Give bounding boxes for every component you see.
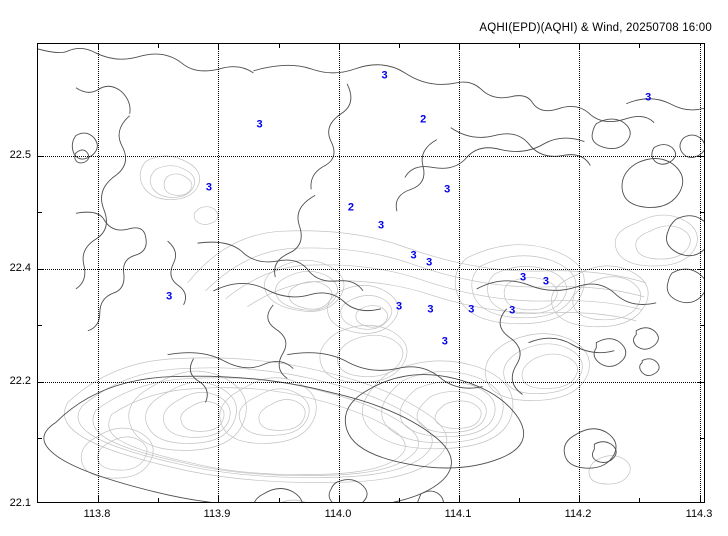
gridline-x-114.2 bbox=[579, 44, 580, 502]
xaxis-label-5: 114.3 bbox=[685, 508, 713, 520]
yaxis-label-2: 22.2 bbox=[9, 375, 31, 387]
station-value: 3 bbox=[396, 300, 403, 313]
xaxis-label-2: 114.0 bbox=[324, 508, 352, 520]
yaxis-label-1: 22.4 bbox=[9, 262, 31, 274]
ytick-minor-22.15 bbox=[38, 438, 42, 440]
coastlines bbox=[38, 48, 704, 502]
ytick-22.5 bbox=[38, 156, 44, 158]
station-value: 3 bbox=[377, 219, 385, 232]
xtick-top-114.2 bbox=[579, 44, 581, 50]
xtick-top-minor-113.95 bbox=[279, 44, 281, 48]
station-value: 3 bbox=[645, 91, 652, 104]
ytick-minor-22.35 bbox=[38, 325, 42, 327]
xtick-top-114.0 bbox=[339, 44, 341, 50]
station-value: 3 bbox=[427, 303, 434, 316]
xtick-113.9 bbox=[218, 496, 220, 502]
xtick-top-minor-113.85 bbox=[158, 44, 160, 48]
xtick-top-114.1 bbox=[459, 44, 461, 50]
xtick-113.8 bbox=[98, 496, 100, 502]
xtick-minor-114.15 bbox=[519, 498, 521, 502]
yaxis-label-3: 22.1 bbox=[9, 497, 31, 509]
ytick-right-22.4 bbox=[698, 269, 704, 271]
gridline-x-113.9 bbox=[218, 44, 219, 502]
xaxis-label-3: 114.1 bbox=[444, 508, 472, 520]
station-value: 3 bbox=[166, 290, 173, 303]
xaxis-label-0: 113.8 bbox=[83, 508, 111, 520]
gridline-y-22.4 bbox=[38, 269, 704, 270]
ytick-right-22.2 bbox=[698, 382, 704, 384]
station-value: 3 bbox=[509, 304, 516, 317]
ytick-22.2 bbox=[38, 382, 44, 384]
ytick-right-minor-22.15 bbox=[700, 438, 704, 440]
gridline-y-22.2 bbox=[38, 382, 704, 383]
gridline-x-114.0 bbox=[339, 44, 340, 502]
xtick-top-minor-114.15 bbox=[519, 44, 521, 48]
xtick-minor-114.25 bbox=[639, 498, 641, 502]
ytick-right-minor-22.45 bbox=[700, 212, 704, 214]
xtick-top-113.9 bbox=[218, 44, 220, 50]
xtick-top-113.8 bbox=[98, 44, 100, 50]
xtick-114.1 bbox=[459, 496, 461, 502]
gridline-x-113.8 bbox=[98, 44, 99, 502]
station-value: 3 bbox=[205, 181, 212, 194]
station-value: 3 bbox=[381, 69, 388, 82]
xtick-minor-114.05 bbox=[399, 498, 401, 502]
station-value: 3 bbox=[468, 303, 475, 316]
station-value: 3 bbox=[441, 335, 448, 348]
xaxis-label-4: 114.2 bbox=[564, 508, 592, 520]
yaxis-label-0: 22.5 bbox=[9, 149, 31, 161]
ytick-22.4 bbox=[38, 269, 44, 271]
xtick-114.2 bbox=[579, 496, 581, 502]
xtick-minor-113.95 bbox=[279, 498, 281, 502]
xtick-top-minor-114.05 bbox=[399, 44, 401, 48]
station-value: 3 bbox=[410, 249, 417, 262]
gridline-x-114.1 bbox=[459, 44, 460, 502]
ytick-minor-22.45 bbox=[38, 212, 42, 214]
chart-title: AQHI(EPD)(AQHI) & Wind, 20250708 16:00 bbox=[479, 22, 712, 34]
station-value: 2 bbox=[347, 201, 354, 214]
ytick-right-22.5 bbox=[698, 156, 704, 158]
gridline-x-114.3 bbox=[700, 44, 701, 502]
station-value: 3 bbox=[520, 271, 527, 284]
station-value: 3 bbox=[256, 118, 263, 131]
xaxis-label-1: 113.9 bbox=[203, 508, 231, 520]
station-value: 2 bbox=[420, 113, 427, 126]
station-value: 3 bbox=[444, 183, 451, 196]
xtick-top-minor-114.25 bbox=[639, 44, 641, 48]
station-value: 3 bbox=[426, 256, 433, 268]
map-geometry bbox=[38, 48, 704, 502]
terrain-contours bbox=[64, 155, 698, 502]
ytick-right-minor-22.35 bbox=[700, 325, 704, 327]
xtick-minor-113.85 bbox=[158, 498, 160, 502]
xtick-114.3 bbox=[700, 496, 702, 502]
gridline-y-22.5 bbox=[38, 156, 704, 157]
xtick-114.0 bbox=[339, 496, 341, 502]
station-value: 3 bbox=[542, 275, 549, 288]
